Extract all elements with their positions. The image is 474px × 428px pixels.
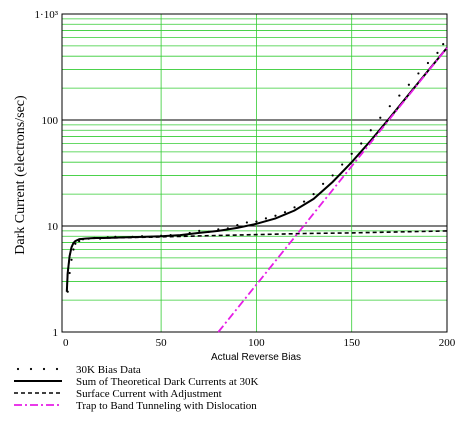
y-tick-label: 10 xyxy=(47,221,59,233)
legend-label: 30K Bias Data xyxy=(76,364,141,376)
data-point xyxy=(68,271,71,275)
data-point xyxy=(322,182,325,185)
data-point xyxy=(350,152,353,155)
legend-label: Surface Current with Adjustment xyxy=(76,388,222,400)
y-tick-label: 100 xyxy=(42,115,59,127)
data-point xyxy=(369,129,372,132)
legend-swatch xyxy=(55,367,59,371)
data-point xyxy=(283,211,287,214)
data-point xyxy=(436,51,439,54)
data-point xyxy=(331,174,334,177)
data-point xyxy=(341,163,344,166)
plot-border xyxy=(61,13,448,333)
legend-swatch xyxy=(16,367,20,371)
y-tick-label: 1 xyxy=(53,327,59,339)
data-point xyxy=(70,258,73,261)
data-point xyxy=(245,221,248,224)
data-point xyxy=(302,200,306,203)
x-tick-label: 50 xyxy=(156,337,168,349)
x-tick-label: 150 xyxy=(343,337,360,349)
series-line-2 xyxy=(65,47,448,292)
legend-label: Sum of Theoretical Dark Currents at 30K xyxy=(76,376,259,388)
data-point xyxy=(74,242,77,245)
data-point xyxy=(255,220,258,223)
legend-swatch xyxy=(29,367,33,371)
x-tick-label: 100 xyxy=(248,337,265,349)
plot-area-border xyxy=(61,13,448,333)
y-axis-label: Dark Current (electrons/sec) xyxy=(13,95,28,255)
series-line-3 xyxy=(66,230,448,292)
grid xyxy=(62,14,447,332)
ticks-layer: 0 50 100 150 200 1 10 100 1·10³ xyxy=(35,9,456,349)
legend-swatch xyxy=(42,367,46,371)
series-line-4 xyxy=(217,47,448,333)
data-point xyxy=(426,61,430,65)
data-point xyxy=(72,248,75,251)
data-point xyxy=(442,43,445,46)
x-tick-label: 0 xyxy=(63,337,69,349)
data-point xyxy=(417,72,420,75)
y-tick-label: 1·10³ xyxy=(35,9,59,21)
data-point xyxy=(236,223,239,227)
data-point xyxy=(198,229,201,232)
data-point xyxy=(264,217,268,220)
data-point xyxy=(388,105,391,108)
x-tick-label: 200 xyxy=(439,337,456,349)
data-point xyxy=(312,192,315,196)
data-point xyxy=(407,83,410,86)
series-layer xyxy=(65,43,448,333)
x-axis-label: Actual Reverse Bias xyxy=(211,352,301,363)
data-point xyxy=(360,142,363,145)
data-point xyxy=(379,116,382,119)
data-point xyxy=(398,94,401,97)
data-point xyxy=(293,206,296,209)
data-point xyxy=(274,214,277,217)
legend-label: Trap to Band Tunneling with Dislocation xyxy=(76,400,257,412)
